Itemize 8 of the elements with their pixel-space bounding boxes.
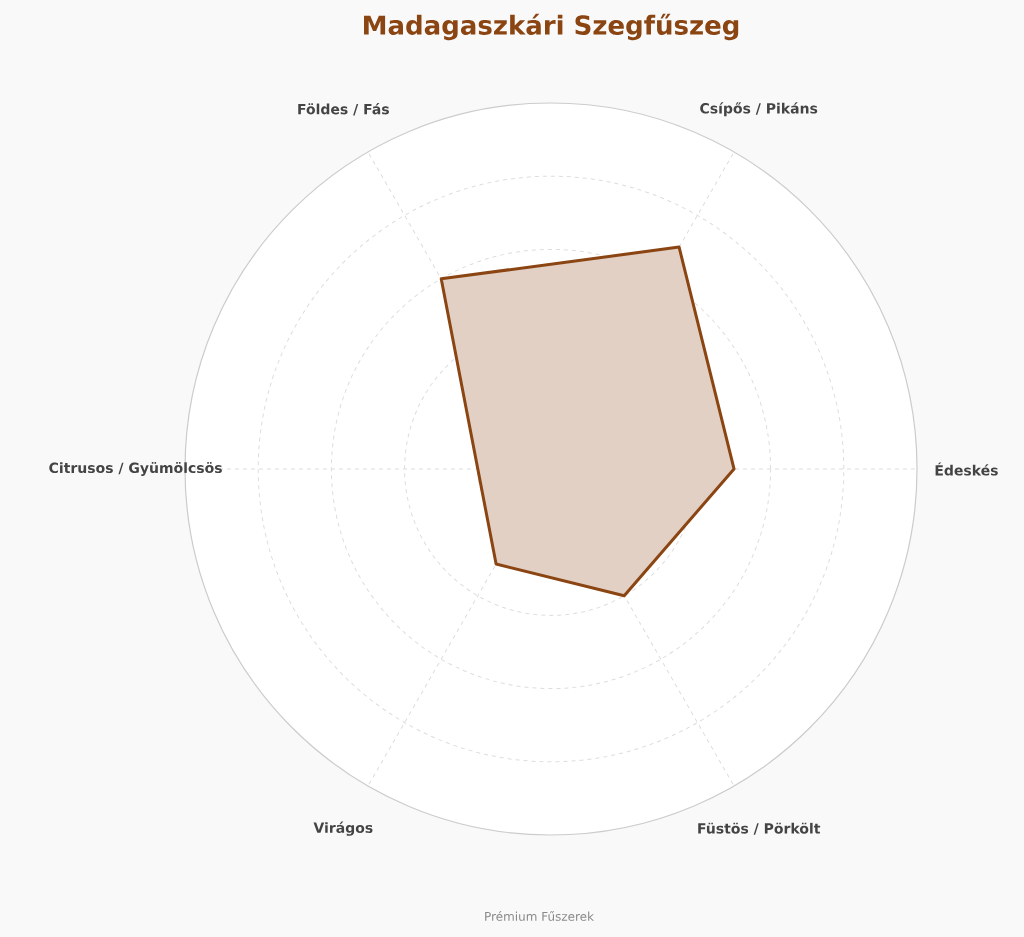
spoke-label: Virágos [313,821,373,836]
spoke-label: Földes / Fás [298,103,389,116]
spoke-label: Füstös / Pörkölt [698,822,821,835]
spoke-label: Citrusos / Gyümölcsös [49,462,222,476]
text: Prémium Fűszerek [485,911,594,921]
chart-title: Madagaszkári Szegfűszeg [364,13,739,41]
spoke-label: Édeskés [935,462,998,476]
spoke-label: Csípős / Pikáns [700,102,818,117]
